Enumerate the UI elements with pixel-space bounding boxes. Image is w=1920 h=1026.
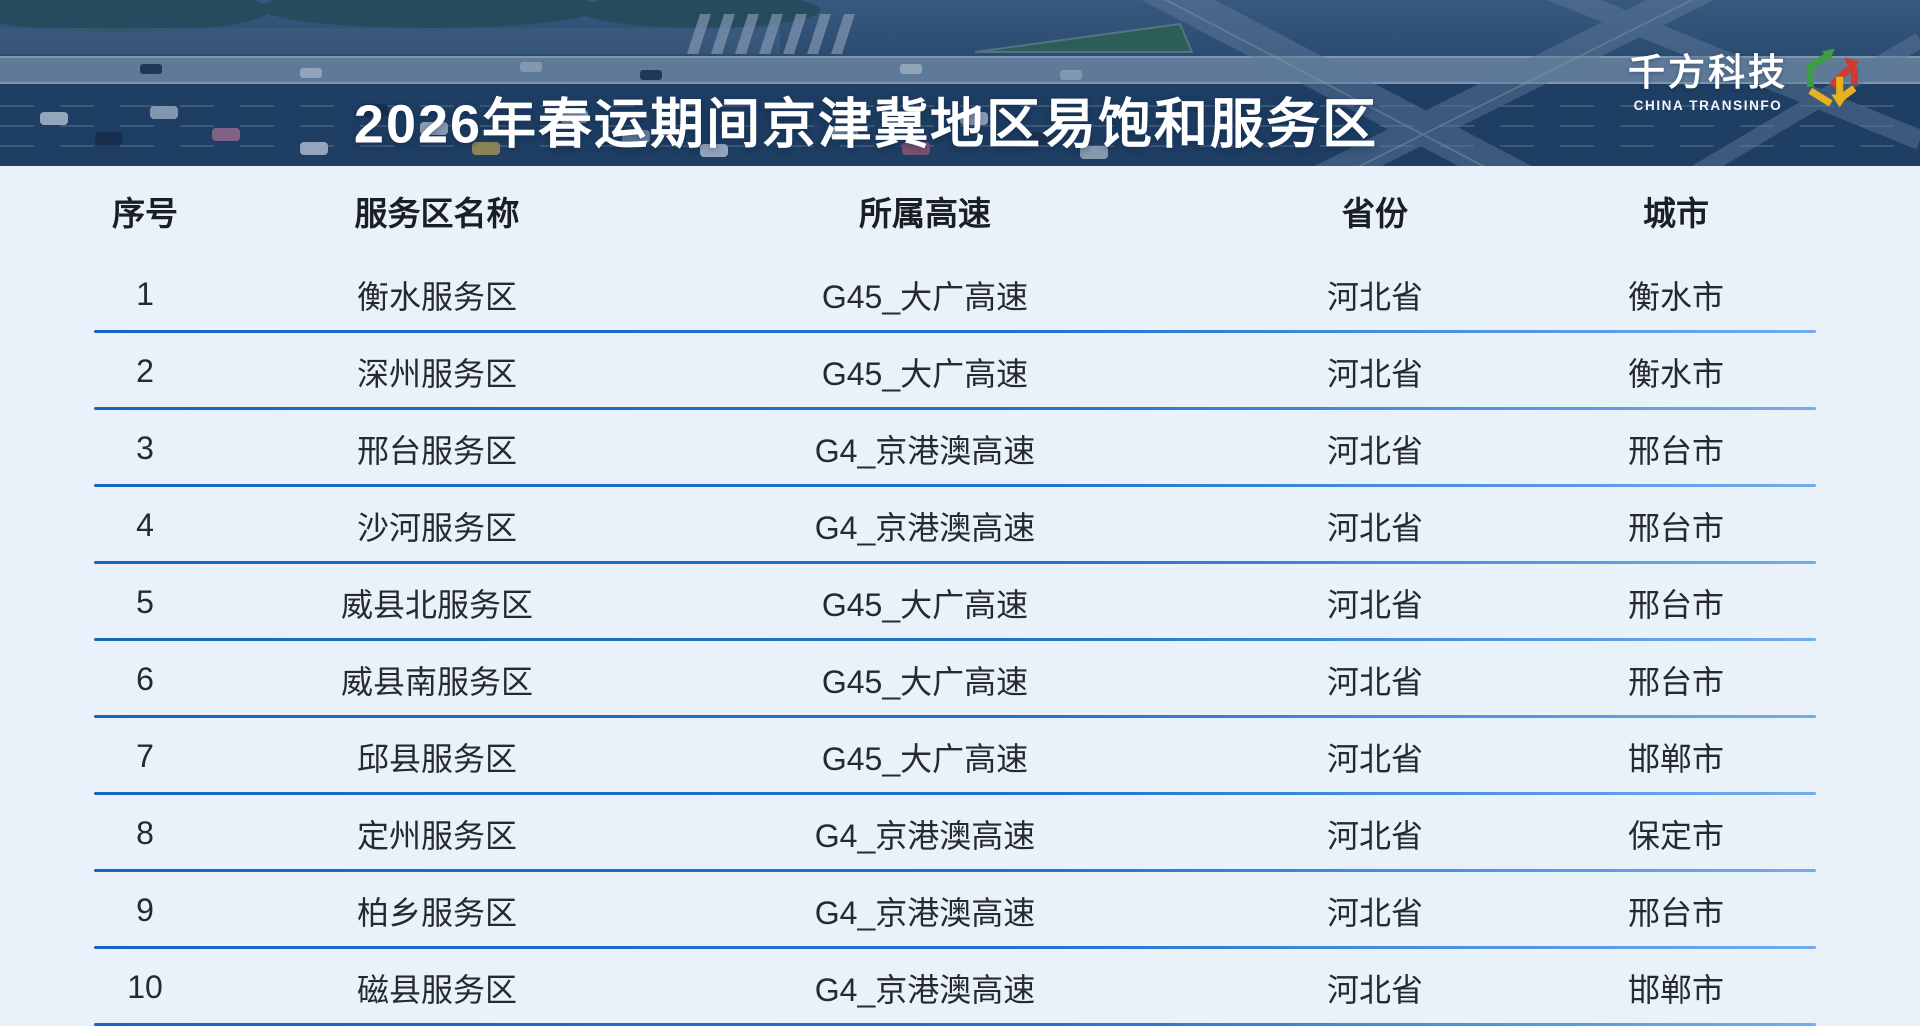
cell-province: 河北省 (1326, 740, 1423, 777)
cell-name: 威县北服务区 (340, 586, 533, 623)
cell-city: 邢台市 (1627, 509, 1724, 546)
column-header-city: 城市 (1643, 195, 1709, 232)
cell-name: 定州服务区 (356, 817, 517, 854)
cell-index: 1 (136, 276, 154, 312)
cell-highway: G45_大广高速 (821, 663, 1029, 700)
cell-index: 4 (136, 507, 154, 543)
cell-highway: G4_京港澳高速 (814, 509, 1036, 546)
service-area-table: 序号 服务区名称 所属高速 省份 城市 1 衡水服务区 G45_大广高速 河北省… (0, 166, 1920, 1026)
table-row: 2 深州服务区 G45_大广高速 河北省 衡水市 (0, 333, 1920, 410)
table-row: 3 邢台服务区 G4_京港澳高速 河北省 邢台市 (0, 410, 1920, 487)
table-row: 8 定州服务区 G4_京港澳高速 河北省 保定市 (0, 795, 1920, 872)
cell-name: 沙河服务区 (356, 509, 517, 546)
cell-index: 10 (127, 969, 163, 1005)
cell-highway: G4_京港澳高速 (814, 894, 1036, 931)
column-header-index: 序号 (112, 195, 178, 232)
brand-logo: 千方科技 CHINA TRANSINFO (1628, 47, 1864, 119)
cell-city: 衡水市 (1627, 355, 1724, 392)
cell-city: 邢台市 (1627, 894, 1724, 931)
cell-name: 柏乡服务区 (356, 894, 517, 931)
cell-name: 邢台服务区 (356, 432, 517, 469)
cell-highway: G45_大广高速 (821, 586, 1029, 623)
table-header-row: 序号 服务区名称 所属高速 省份 城市 (0, 166, 1920, 256)
column-header-province: 省份 (1342, 195, 1408, 232)
column-header-name: 服务区名称 (354, 195, 520, 232)
table-row: 1 衡水服务区 G45_大广高速 河北省 衡水市 (0, 256, 1920, 333)
cell-highway: G45_大广高速 (821, 355, 1029, 392)
table-row: 9 柏乡服务区 G4_京港澳高速 河北省 邢台市 (0, 872, 1920, 949)
header-banner: 2026年春运期间京津冀地区易饱和服务区 千方科技 CHINA TRANSINF… (0, 0, 1920, 166)
cell-province: 河北省 (1326, 278, 1423, 315)
cell-city: 邢台市 (1627, 586, 1724, 623)
brand-name: 千方科技 (1628, 51, 1788, 93)
cell-city: 邯郸市 (1627, 971, 1724, 1008)
cell-city: 邢台市 (1627, 663, 1724, 700)
cell-name: 衡水服务区 (356, 278, 517, 315)
cell-name: 深州服务区 (356, 355, 517, 392)
cell-index: 3 (136, 430, 154, 466)
table-row: 7 邱县服务区 G45_大广高速 河北省 邯郸市 (0, 718, 1920, 795)
cell-province: 河北省 (1326, 586, 1423, 623)
cell-index: 9 (136, 892, 154, 928)
cell-province: 河北省 (1326, 355, 1423, 392)
cell-index: 7 (136, 738, 154, 774)
cell-name: 邱县服务区 (356, 740, 517, 777)
traffic-cars (40, 62, 1108, 159)
cell-highway: G4_京港澳高速 (814, 432, 1036, 469)
cell-index: 6 (136, 661, 154, 697)
table-row: 10 磁县服务区 G4_京港澳高速 河北省 邯郸市 (0, 949, 1920, 1026)
table-body: 1 衡水服务区 G45_大广高速 河北省 衡水市 2 深州服务区 G45_大广高… (0, 256, 1920, 1026)
cell-highway: G45_大广高速 (821, 278, 1029, 315)
cell-city: 邢台市 (1627, 432, 1724, 469)
cell-province: 河北省 (1326, 663, 1423, 700)
brand-subtitle: CHINA TRANSINFO (1633, 97, 1783, 113)
table-row: 5 威县北服务区 G45_大广高速 河北省 邢台市 (0, 564, 1920, 641)
cell-index: 8 (136, 815, 154, 851)
page-title: 2026年春运期间京津冀地区易饱和服务区 (353, 94, 1379, 155)
cell-index: 2 (136, 353, 154, 389)
highway-aerial-photo (0, 0, 1920, 166)
cell-highway: G4_京港澳高速 (814, 817, 1036, 854)
cell-name: 威县南服务区 (340, 663, 533, 700)
cell-city: 保定市 (1627, 817, 1724, 854)
cell-province: 河北省 (1326, 894, 1423, 931)
cell-index: 5 (136, 584, 154, 620)
column-header-highway: 所属高速 (859, 195, 991, 232)
cell-province: 河北省 (1326, 432, 1423, 469)
table-row: 4 沙河服务区 G4_京港澳高速 河北省 邢台市 (0, 487, 1920, 564)
transinfo-cube-arrows-icon (1800, 47, 1864, 119)
cell-highway: G45_大广高速 (821, 740, 1029, 777)
cell-province: 河北省 (1326, 971, 1423, 1008)
cell-city: 衡水市 (1627, 278, 1724, 315)
table-row: 6 威县南服务区 G45_大广高速 河北省 邢台市 (0, 641, 1920, 718)
cell-city: 邯郸市 (1627, 740, 1724, 777)
cell-highway: G4_京港澳高速 (814, 971, 1036, 1008)
cell-name: 磁县服务区 (356, 971, 517, 1008)
cell-province: 河北省 (1326, 817, 1423, 854)
cell-province: 河北省 (1326, 509, 1423, 546)
